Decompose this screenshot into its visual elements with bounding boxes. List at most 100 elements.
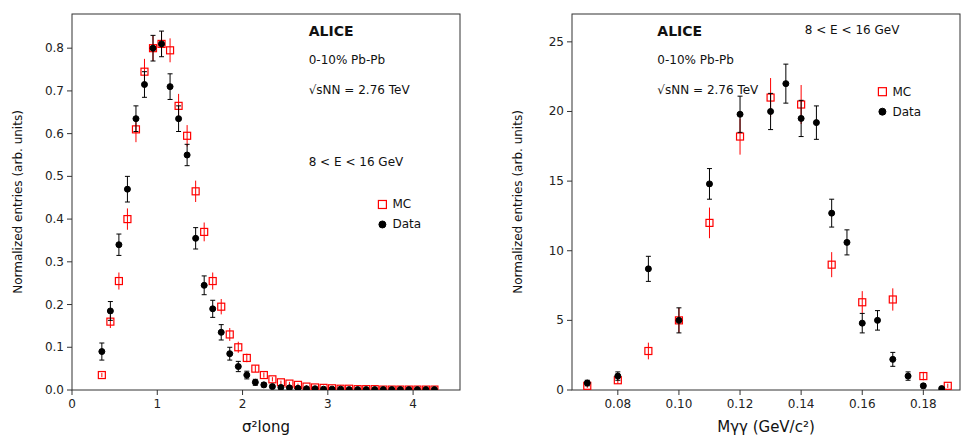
error-cap [844, 229, 849, 230]
data-point [372, 387, 378, 390]
y-tick [567, 320, 572, 321]
error-cap [185, 144, 190, 145]
legend-label: Data [892, 105, 921, 119]
error-cap [108, 301, 113, 302]
data-point [813, 120, 819, 126]
y-tick [567, 41, 572, 42]
x-tick [327, 390, 328, 395]
data-point [431, 386, 438, 390]
error-cap [193, 249, 198, 250]
x-tick-label: 0.08 [604, 397, 631, 411]
error-cap [814, 139, 819, 140]
data-point [167, 47, 174, 54]
data-point [645, 266, 651, 272]
legend-label: MC [392, 197, 411, 211]
data-point [226, 331, 233, 338]
error-cap [890, 352, 895, 353]
y-tick [67, 90, 72, 91]
data-point [278, 384, 284, 390]
error-cap [906, 380, 911, 381]
error-cap [829, 199, 834, 200]
data-point [210, 306, 216, 312]
y-tick-label: 20 [549, 104, 564, 118]
error-cap [185, 165, 190, 166]
error-cap [676, 332, 681, 333]
figure: 012340.00.10.20.30.40.50.60.70.8σ²longNo… [0, 0, 974, 448]
error-bar [170, 38, 171, 62]
data-point [939, 386, 945, 390]
y-tick-label: 0.6 [45, 127, 64, 141]
panel: 0.080.100.120.140.160.180510152025Mγγ (G… [511, 14, 960, 436]
error-cap [814, 105, 819, 106]
y-tick [67, 176, 72, 177]
error-bar [263, 372, 264, 377]
data-point [615, 373, 621, 379]
data-point [192, 188, 199, 195]
data-point [380, 387, 386, 390]
y-tick [67, 48, 72, 49]
data-point [431, 387, 437, 390]
plot-frame [72, 14, 460, 390]
data-point [388, 386, 395, 390]
x-tick [801, 390, 802, 395]
error-cap [875, 330, 880, 331]
x-axis-label: σ²long [242, 418, 290, 436]
data-point [844, 239, 850, 245]
y-tick-label: 0.8 [45, 41, 64, 55]
x-tick-label: 0.10 [666, 397, 693, 411]
data-point [422, 386, 429, 390]
data-point [337, 385, 344, 390]
error-bar [221, 299, 222, 314]
data-point [312, 386, 318, 390]
data-point [798, 115, 804, 121]
error-cap [159, 56, 164, 57]
y-tick-label: 0.2 [45, 298, 64, 312]
annotation: 8 < E < 16 GeV [805, 23, 900, 37]
error-cap [133, 131, 138, 132]
legend-marker [879, 108, 886, 115]
x-tick [740, 390, 741, 395]
data-point [584, 380, 590, 386]
x-tick [413, 390, 414, 395]
data-point [859, 299, 866, 306]
data-point [920, 383, 926, 389]
data-point [329, 385, 336, 390]
error-cap [829, 227, 834, 228]
error-cap [133, 105, 138, 106]
data-point [645, 348, 652, 355]
error-cap [768, 129, 773, 130]
error-bar [212, 273, 213, 290]
error-cap [875, 310, 880, 311]
x-tick-label: 0.16 [849, 397, 876, 411]
error-cap [210, 317, 215, 318]
annotation: 0-10% Pb-Pb [657, 53, 734, 67]
error-cap [860, 313, 865, 314]
data-point [252, 379, 258, 385]
error-cap [116, 255, 121, 256]
data-point [235, 344, 242, 351]
data-point [243, 354, 250, 361]
error-cap [227, 360, 232, 361]
data-point [98, 372, 105, 379]
error-cap [168, 99, 173, 100]
data-point [159, 41, 165, 47]
legend: MCData [878, 85, 921, 119]
data-point [209, 278, 216, 285]
data-point [355, 387, 361, 390]
data-point [737, 133, 744, 140]
y-tick [567, 250, 572, 251]
error-cap [615, 371, 620, 372]
data-point [405, 386, 412, 390]
data-point [218, 329, 224, 335]
data-point [184, 132, 191, 139]
error-cap [236, 361, 241, 362]
data-point [783, 81, 789, 87]
legend-marker [379, 221, 386, 228]
error-cap [646, 281, 651, 282]
data-point [115, 278, 122, 285]
error-bar [892, 288, 893, 310]
error-cap [151, 61, 156, 62]
y-tick-label: 25 [549, 35, 564, 49]
annotation: √sNN = 2.76 TeV [309, 83, 411, 97]
error-cap [227, 347, 232, 348]
